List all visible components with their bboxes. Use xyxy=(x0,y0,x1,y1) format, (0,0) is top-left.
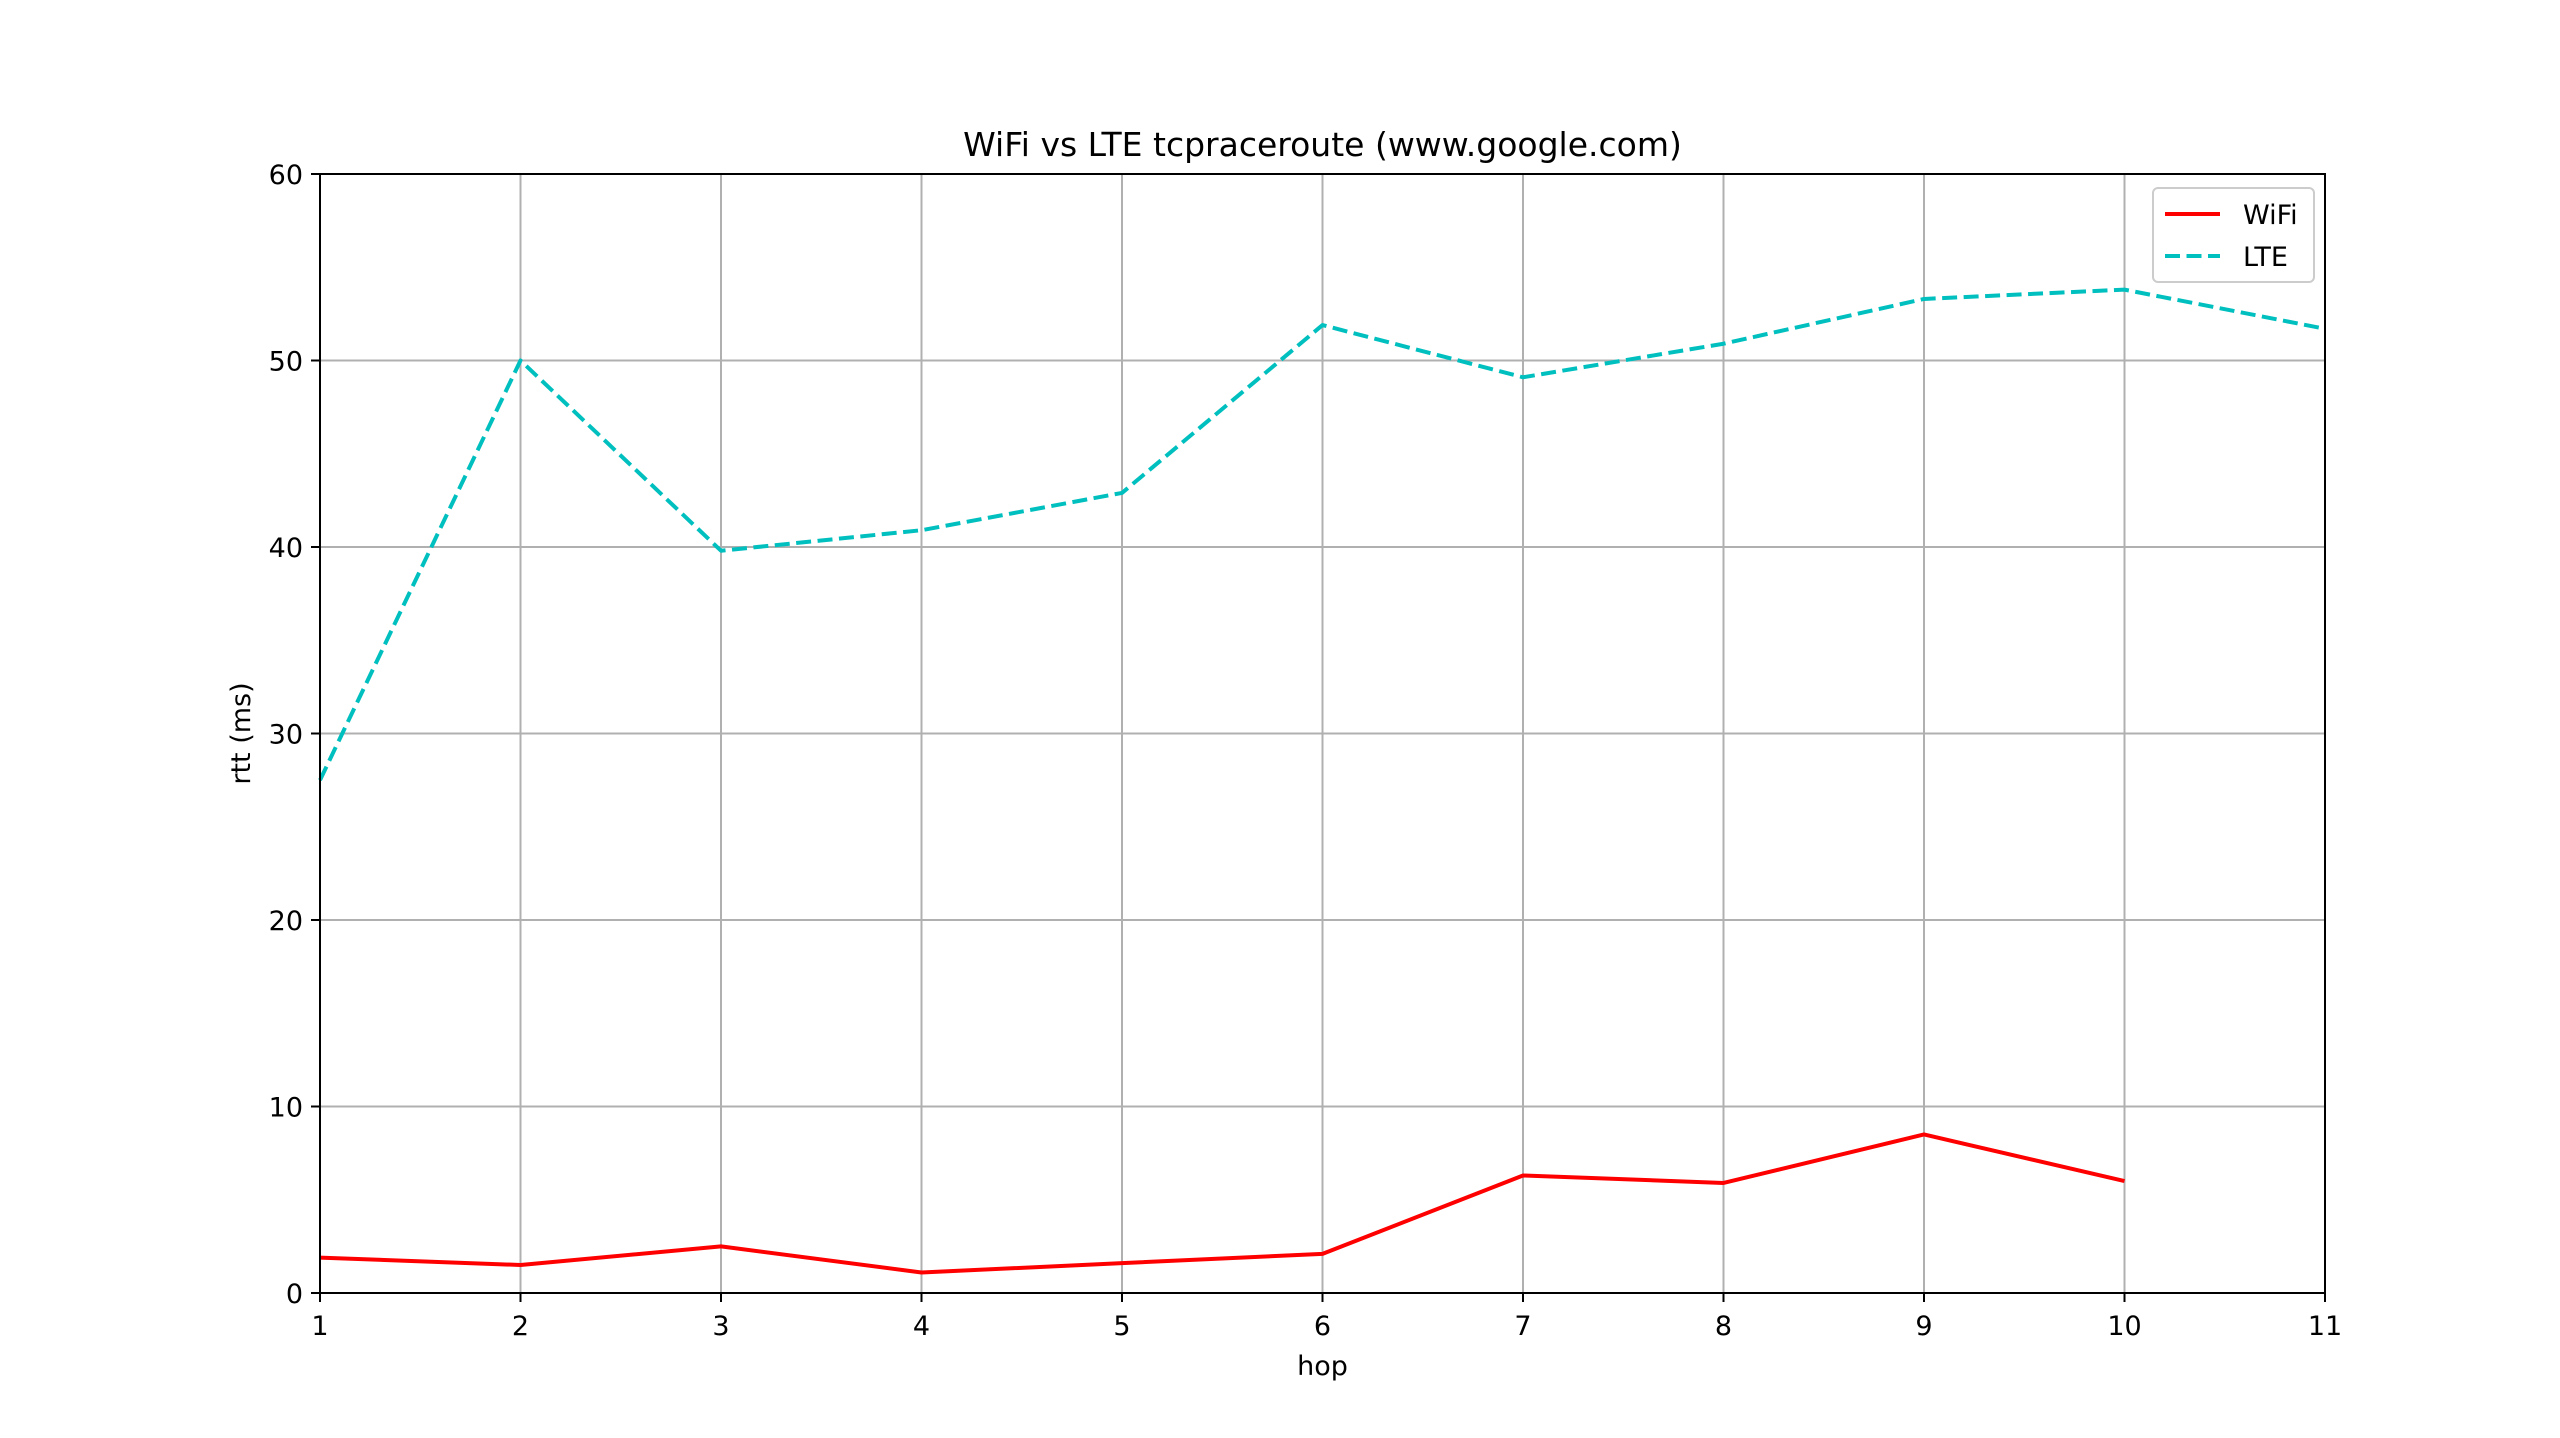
y-axis-label: rtt (ms) xyxy=(226,682,257,784)
series-line-wifi xyxy=(319,1132,2125,1275)
x-tick-label: 9 xyxy=(1915,1311,1932,1342)
x-tick-label: 1 xyxy=(311,1311,328,1342)
x-axis: 1 2 3 4 5 6 7 8 9 10 11 xyxy=(311,1293,2342,1342)
y-tick-label: 20 xyxy=(269,906,303,937)
y-tick-label: 30 xyxy=(269,720,303,751)
x-tick-label: 11 xyxy=(2308,1311,2342,1342)
x-tick-label: 8 xyxy=(1715,1311,1732,1342)
y-tick-label: 50 xyxy=(269,347,303,378)
x-axis-label: hop xyxy=(1297,1351,1348,1382)
y-tick-label: 0 xyxy=(286,1279,303,1310)
x-tick-label: 5 xyxy=(1113,1311,1130,1342)
y-tick-label: 60 xyxy=(269,160,303,191)
legend-box xyxy=(2152,187,2315,283)
x-tick-label: 4 xyxy=(913,1311,930,1342)
x-tick-label: 6 xyxy=(1314,1311,1331,1342)
chart-title: WiFi vs LTE tcpraceroute (www.google.com… xyxy=(963,125,1682,164)
legend-label-wifi: WiFi xyxy=(2243,200,2298,231)
x-tick-label: 3 xyxy=(712,1311,729,1342)
grid xyxy=(319,173,2326,1294)
legend: WiFi LTE xyxy=(2152,187,2315,283)
y-tick-label: 10 xyxy=(269,1093,303,1124)
x-tick-label: 7 xyxy=(1514,1311,1531,1342)
series-layer xyxy=(318,287,2326,1275)
series-line-lte xyxy=(318,287,2326,781)
x-tick-label: 2 xyxy=(512,1311,529,1342)
y-axis: 0 10 20 30 40 50 60 xyxy=(269,160,320,1310)
y-tick-label: 40 xyxy=(269,533,303,564)
x-tick-label: 10 xyxy=(2107,1311,2141,1342)
legend-label-lte: LTE xyxy=(2243,242,2288,273)
